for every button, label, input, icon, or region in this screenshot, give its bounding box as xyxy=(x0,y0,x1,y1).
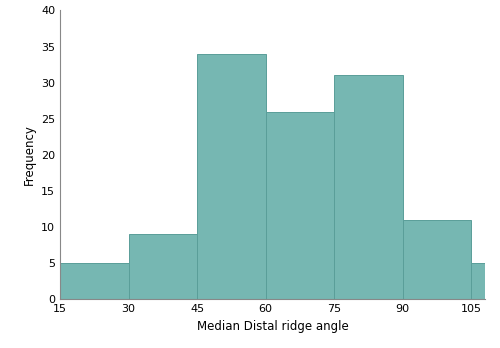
Bar xyxy=(128,234,197,299)
Bar xyxy=(334,76,402,299)
X-axis label: Median Distal ridge angle: Median Distal ridge angle xyxy=(196,320,348,333)
Bar xyxy=(60,263,128,299)
Bar xyxy=(197,54,266,299)
Bar xyxy=(266,111,334,299)
Bar xyxy=(402,220,471,299)
Bar xyxy=(472,263,500,299)
Y-axis label: Frequency: Frequency xyxy=(22,125,36,185)
